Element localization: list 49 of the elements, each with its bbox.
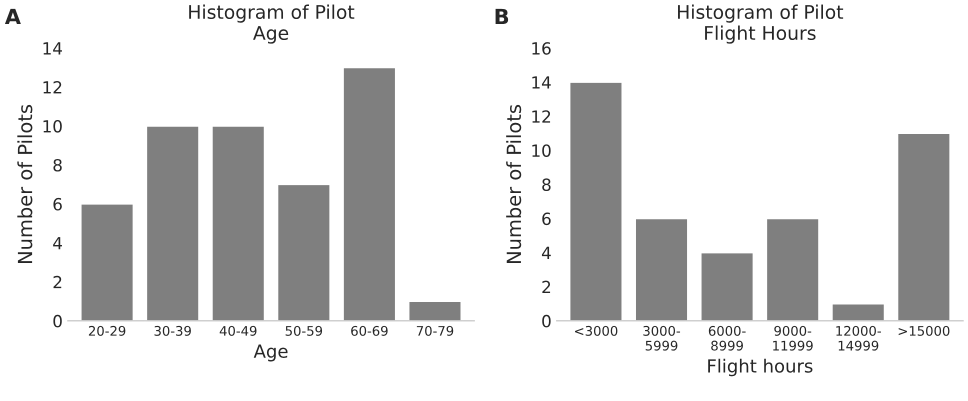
x-tick-label: 20-29 (88, 326, 126, 336)
y-tick-label: 2 (54, 276, 62, 288)
bar (276, 184, 331, 321)
y-tick-label: 12 (532, 110, 550, 123)
bar (569, 82, 623, 321)
y-axis-title: Number of Pilots (17, 104, 32, 264)
y-tick-label: 12 (44, 81, 62, 94)
x-tick-label: 3000- 5999 (643, 326, 680, 351)
y-tick-label: 2 (542, 280, 550, 294)
bar (896, 132, 951, 321)
x-tick-label: 70-79 (416, 326, 454, 336)
y-tick-label: 4 (53, 237, 62, 250)
x-axis-title: Flight hours (708, 358, 812, 376)
y-axis-title: Number of Pilots (506, 104, 522, 264)
y-tick-label: 0 (53, 314, 62, 328)
text: B (496, 8, 508, 24)
bar (831, 303, 886, 321)
bar (342, 66, 396, 321)
y-tick-label: 10 (532, 144, 551, 157)
x-tick-label: 40-49 (220, 326, 256, 336)
bar (700, 252, 754, 321)
y-tick-label: 0 (542, 314, 551, 328)
y-tick-label: 10 (44, 120, 62, 133)
x-tick-label: 30-39 (154, 326, 191, 336)
x-tick-label: <3000 (575, 326, 618, 336)
bar (146, 125, 200, 321)
x-tick-label: 9000- 11999 (773, 326, 813, 351)
x-tick-label: 60-69 (351, 326, 388, 336)
bar (80, 203, 134, 321)
y-tick-label: 14 (44, 42, 62, 54)
y-tick-label: 8 (53, 158, 62, 172)
bar (408, 300, 462, 321)
x-axis-title: Age (254, 344, 288, 362)
y-tick-label: 6 (542, 212, 551, 226)
bar (766, 218, 820, 321)
y-tick-label: 16 (532, 42, 551, 55)
chart-title: Histogram of Pilot Age (189, 4, 354, 44)
x-tick-label: 6000- 8999 (708, 326, 746, 351)
chart-title: Histogram of Pilot Flight Hours (678, 4, 844, 44)
y-tick-label: 14 (532, 76, 551, 89)
y-tick-label: 4 (542, 246, 551, 259)
x-tick-label: 50-59 (286, 326, 322, 336)
y-tick-label: 8 (542, 178, 551, 192)
y-tick-label: 6 (53, 198, 62, 211)
x-tick-label: 12000- 14999 (836, 326, 881, 351)
text: A (4, 8, 21, 24)
bar (634, 218, 688, 321)
bar (211, 125, 266, 321)
x-tick-label: >15000 (898, 326, 950, 336)
